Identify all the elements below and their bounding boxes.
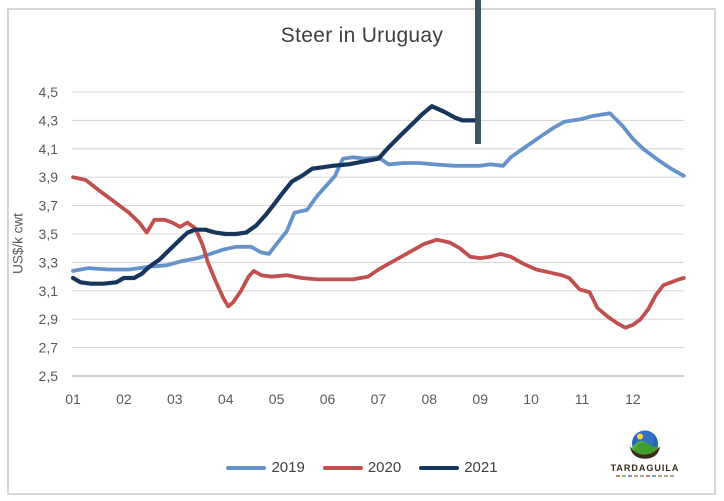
- tardaguila-logo-icon: [630, 430, 660, 459]
- y-tick-label: 4,3: [39, 112, 59, 128]
- chart-title: Steer in Uruguay: [280, 24, 444, 47]
- legend-label: 2020: [367, 459, 402, 476]
- legend: 2019 2020 2021: [0, 459, 724, 476]
- x-tick-label: 04: [218, 391, 234, 407]
- y-tick-label: 2,5: [39, 368, 59, 384]
- y-tick-label: 3,9: [39, 169, 59, 185]
- vertical-annotation-line: [475, 0, 481, 144]
- x-tick-label: 06: [320, 391, 336, 407]
- legend-item-2021: 2021: [419, 459, 498, 476]
- chart-border: [7, 8, 716, 495]
- x-tick-label: 09: [472, 391, 488, 407]
- y-tick-label: 3,1: [39, 283, 59, 299]
- x-tick-label: 03: [167, 391, 183, 407]
- legend-label: 2021: [464, 459, 498, 476]
- series-line-2019: [71, 111, 686, 273]
- logo-text: TARDAGUILA: [610, 463, 680, 473]
- logo-subtext-dashes: [606, 475, 684, 477]
- y-tick-label: 4,5: [39, 84, 59, 100]
- series-line-2020: [71, 175, 686, 330]
- x-tick-label: 11: [575, 391, 590, 407]
- x-tick-label: 10: [523, 391, 539, 407]
- y-tick-label: 4,1: [39, 141, 59, 157]
- y-tick-label: 2,7: [39, 340, 59, 356]
- legend-item-2019: 2019: [226, 459, 305, 476]
- x-tick-label: 12: [625, 391, 641, 407]
- y-tick-label: 2,9: [39, 311, 59, 327]
- y-tick-label: 3,7: [39, 198, 59, 214]
- x-tick-label: 01: [65, 391, 81, 407]
- legend-label: 2019: [271, 459, 305, 476]
- legend-swatch: [419, 465, 460, 470]
- logo: TARDAGUILA: [606, 429, 684, 477]
- series-line-2021: [70, 104, 478, 286]
- legend-swatch: [322, 465, 363, 470]
- y-tick-label: 3,3: [39, 254, 59, 270]
- x-tick-label: 05: [269, 391, 285, 407]
- legend-item-2020: 2020: [322, 459, 402, 476]
- y-tick-label: 3,5: [39, 226, 59, 242]
- legend-swatch: [226, 465, 267, 470]
- x-tick-label: 02: [116, 391, 132, 407]
- x-tick-label: 08: [422, 391, 438, 407]
- x-tick-label: 07: [371, 391, 387, 407]
